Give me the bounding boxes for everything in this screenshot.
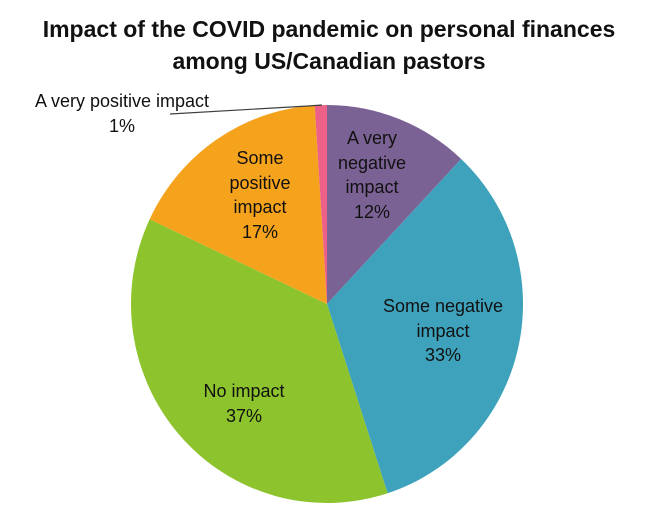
pie-slice-some-positive-impact [149, 105, 327, 304]
pie-slice-a-very-negative-impact [327, 105, 462, 304]
label-text: No impact [203, 381, 285, 401]
label-text: A very [346, 128, 398, 148]
label-percent: 17% [241, 221, 279, 242]
chart-title-line-1: Impact of the COVID pandemic on personal… [42, 16, 616, 42]
chart-title: Impact of the COVID pandemic on personal… [0, 13, 658, 77]
pie-slice-some-negative-impact [327, 158, 523, 494]
label-text: impact [345, 177, 399, 197]
label-text: Some [236, 148, 284, 168]
label-percent: 12% [353, 201, 391, 222]
label-text: positive [229, 172, 291, 193]
label-text: negative [337, 152, 407, 173]
label-text: impact [233, 197, 287, 217]
label-some-positive-impact: Some positive impact 17% [150, 146, 370, 244]
pie-slices [130, 104, 523, 504]
pie-slice-no-impact [130, 219, 388, 504]
label-percent: 1% [108, 115, 135, 136]
leader-line-very-positive [169, 104, 323, 115]
label-percent: 37% [225, 405, 263, 426]
label-text: impact [416, 320, 470, 341]
label-no-impact: No impact 37% [134, 379, 354, 428]
label-a-very-negative-impact: A very negative impact 12% [262, 126, 482, 224]
label-text: A very positive impact [34, 91, 210, 111]
label-a-very-positive-impact: A very positive impact 1% [12, 89, 232, 138]
label-some-negative-impact: Some negative impact 33% [333, 294, 553, 368]
chart-title-line-2: among US/Canadian pastors [172, 48, 486, 74]
label-text: Some negative [382, 296, 504, 316]
label-percent: 33% [424, 345, 462, 365]
pie-slice-a-very-positive-impact [314, 104, 327, 304]
